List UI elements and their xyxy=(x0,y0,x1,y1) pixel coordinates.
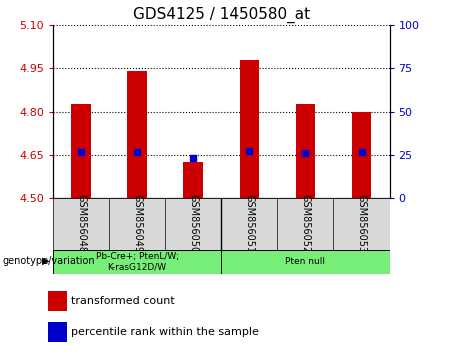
Point xyxy=(358,149,365,155)
Point xyxy=(134,149,141,155)
Text: transformed count: transformed count xyxy=(71,296,175,306)
Title: GDS4125 / 1450580_at: GDS4125 / 1450580_at xyxy=(133,7,310,23)
Text: GSM856050: GSM856050 xyxy=(188,194,198,253)
Bar xyxy=(183,162,203,198)
Text: Pb-Cre+; PtenL/W;
K-rasG12D/W: Pb-Cre+; PtenL/W; K-rasG12D/W xyxy=(95,252,179,272)
Bar xyxy=(48,291,67,312)
Point xyxy=(246,148,253,154)
Text: Pten null: Pten null xyxy=(285,257,325,267)
Text: ▶: ▶ xyxy=(42,256,50,266)
Text: GSM856051: GSM856051 xyxy=(244,194,254,253)
Text: percentile rank within the sample: percentile rank within the sample xyxy=(71,327,259,337)
Bar xyxy=(71,104,91,198)
Bar xyxy=(53,250,221,274)
Bar xyxy=(127,71,147,198)
Text: GSM856052: GSM856052 xyxy=(301,194,310,253)
Point xyxy=(77,149,85,155)
Point xyxy=(301,150,309,156)
Text: GSM856049: GSM856049 xyxy=(132,194,142,253)
Bar xyxy=(352,112,371,198)
Bar xyxy=(48,322,67,342)
Bar xyxy=(296,104,315,198)
Text: genotype/variation: genotype/variation xyxy=(2,256,95,266)
Bar xyxy=(240,60,259,198)
Bar xyxy=(221,250,390,274)
Point xyxy=(189,155,197,161)
Text: GSM856048: GSM856048 xyxy=(76,194,86,253)
Text: GSM856053: GSM856053 xyxy=(356,194,366,253)
